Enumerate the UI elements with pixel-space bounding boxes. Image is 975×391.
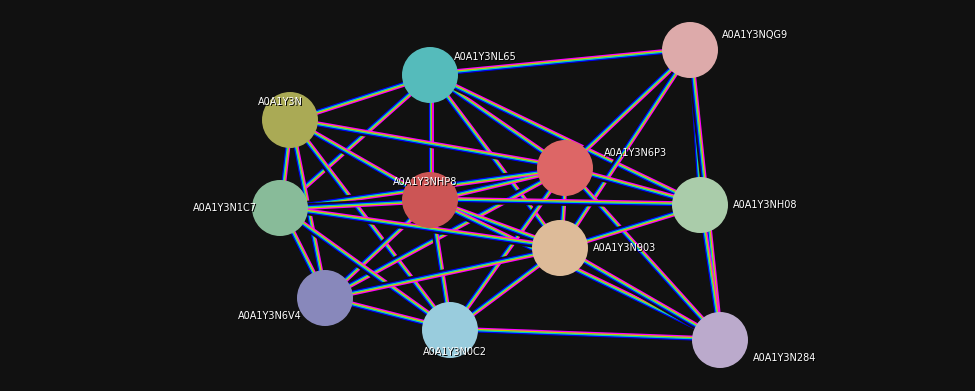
Text: A0A1Y3N6V4: A0A1Y3N6V4 (239, 312, 303, 322)
Circle shape (297, 270, 353, 326)
Circle shape (262, 92, 318, 148)
Text: A0A1Y3NQG9: A0A1Y3NQG9 (722, 30, 788, 40)
Text: A0A1Y3N903: A0A1Y3N903 (595, 244, 657, 254)
Text: A0A1Y3N284: A0A1Y3N284 (755, 354, 818, 364)
Text: A0A1Y3N6P3: A0A1Y3N6P3 (604, 149, 668, 159)
Circle shape (662, 22, 718, 78)
Text: A0A1Y3N0C2: A0A1Y3N0C2 (423, 347, 487, 357)
Text: A0A1Y3NQG9: A0A1Y3NQG9 (722, 31, 789, 41)
Circle shape (252, 180, 308, 236)
Text: A0A1Y3N1C7: A0A1Y3N1C7 (194, 204, 258, 214)
Text: A0A1Y3N6P3: A0A1Y3N6P3 (604, 148, 667, 158)
Text: A0A1Y3N903: A0A1Y3N903 (594, 243, 656, 253)
Text: A0A1Y3N284: A0A1Y3N284 (754, 353, 817, 363)
Text: A0A1Y3N: A0A1Y3N (257, 97, 302, 107)
Text: A0A1Y3NH08: A0A1Y3NH08 (733, 200, 798, 210)
Text: A0A1Y3NL65: A0A1Y3NL65 (454, 53, 518, 63)
Text: A0A1Y3N1C7: A0A1Y3N1C7 (193, 203, 257, 213)
Text: A0A1Y3NHP8: A0A1Y3NHP8 (393, 177, 457, 187)
Text: A0A1Y3N0C2: A0A1Y3N0C2 (424, 348, 488, 358)
Text: A0A1Y3N: A0A1Y3N (258, 98, 303, 108)
Text: A0A1Y3NL65: A0A1Y3NL65 (453, 52, 517, 62)
Circle shape (537, 140, 593, 196)
Text: A0A1Y3NH08: A0A1Y3NH08 (734, 201, 799, 211)
Text: A0A1Y3N6V4: A0A1Y3N6V4 (238, 311, 302, 321)
Circle shape (532, 220, 588, 276)
Text: A0A1Y3NHP8: A0A1Y3NHP8 (394, 178, 458, 188)
Circle shape (672, 177, 728, 233)
Circle shape (422, 302, 478, 358)
Circle shape (692, 312, 748, 368)
Circle shape (402, 47, 458, 103)
Circle shape (402, 172, 458, 228)
